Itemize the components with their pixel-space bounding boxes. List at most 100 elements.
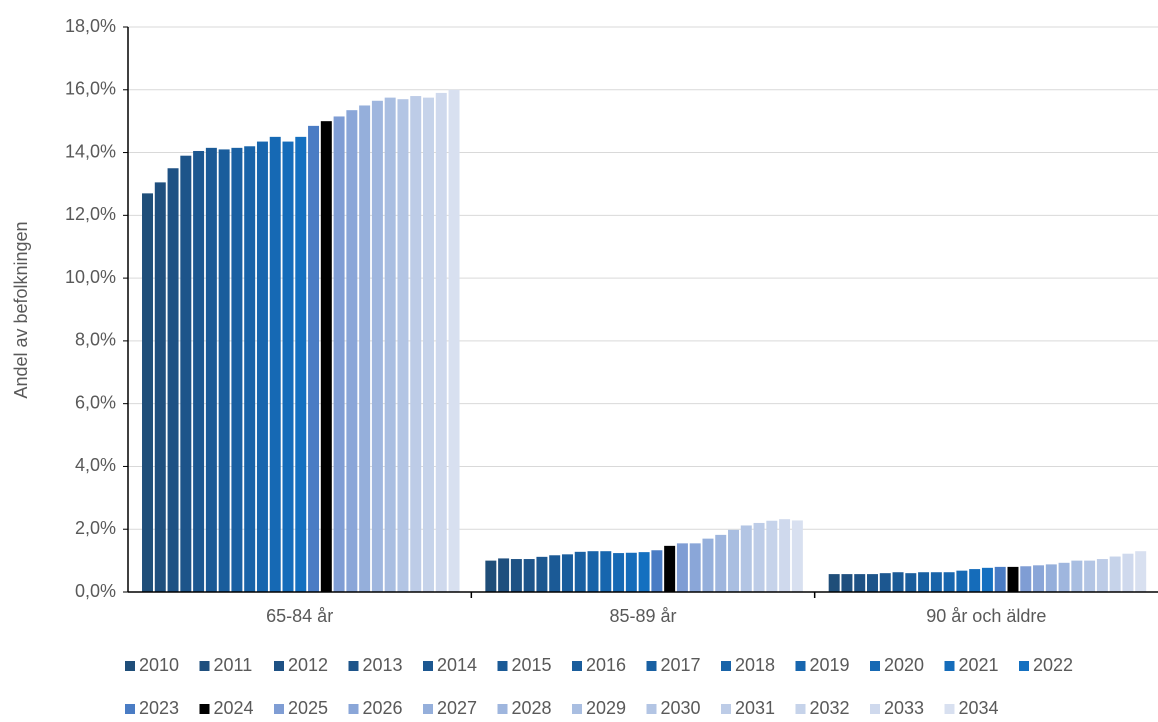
legend-swatch <box>423 661 433 671</box>
legend-swatch <box>944 661 955 671</box>
y-tick-label: 14,0% <box>65 141 116 161</box>
bar <box>561 554 573 592</box>
bar <box>791 520 803 592</box>
legend-label: 2021 <box>959 655 999 675</box>
bar <box>1007 566 1019 592</box>
y-axis-label: Andel av befolkningen <box>11 221 31 398</box>
bar <box>1071 560 1083 592</box>
bar <box>728 529 740 592</box>
legend-swatch <box>944 704 955 714</box>
bar <box>930 572 942 592</box>
bar <box>892 572 904 592</box>
y-tick-label: 0,0% <box>75 581 116 601</box>
bar <box>510 559 522 592</box>
legend-label: 2016 <box>586 655 626 675</box>
legend-swatch <box>348 704 359 714</box>
legend-label: 2024 <box>214 698 254 718</box>
legend-swatch <box>721 704 731 714</box>
bar <box>828 574 840 592</box>
bar <box>397 99 409 592</box>
legend-label: 2022 <box>1033 655 1073 675</box>
legend-swatch <box>646 704 657 714</box>
y-tick-label: 4,0% <box>75 455 116 475</box>
legend-label: 2034 <box>959 698 999 718</box>
bar <box>1020 566 1032 592</box>
bar <box>435 92 447 593</box>
bar <box>766 520 778 592</box>
bar <box>523 559 535 592</box>
legend-label: 2020 <box>884 655 924 675</box>
bar <box>269 136 281 592</box>
bar <box>485 560 497 592</box>
legend-label: 2018 <box>735 655 775 675</box>
bar <box>651 550 663 592</box>
legend-swatch <box>572 661 582 671</box>
bar <box>702 538 714 592</box>
bar <box>218 149 230 592</box>
bar <box>779 519 791 592</box>
y-tick-label: 8,0% <box>75 330 116 350</box>
bar <box>423 97 434 592</box>
bar <box>1122 553 1134 592</box>
bar <box>1135 551 1147 592</box>
bar <box>613 553 625 592</box>
legend-swatch <box>795 661 806 671</box>
legend-label: 2032 <box>810 698 850 718</box>
bar <box>142 193 154 592</box>
bar <box>193 150 205 592</box>
bar <box>994 566 1006 592</box>
bar <box>359 105 371 592</box>
legend-swatch <box>125 704 135 714</box>
bar <box>574 551 586 592</box>
legend-label: 2026 <box>363 698 403 718</box>
bar <box>256 141 268 592</box>
bar <box>689 543 701 592</box>
legend-label: 2014 <box>437 655 477 675</box>
bar <box>753 522 765 592</box>
x-tick-label: 90 år och äldre <box>926 606 1046 626</box>
legend-label: 2010 <box>139 655 179 675</box>
bar <box>410 96 422 593</box>
legend-swatch <box>199 704 210 714</box>
bar <box>1045 564 1057 592</box>
legend-label: 2025 <box>288 698 328 718</box>
y-tick-label: 10,0% <box>65 267 116 287</box>
legend-label: 2028 <box>512 698 552 718</box>
bar <box>854 574 866 592</box>
bar <box>333 116 345 592</box>
legend-label: 2017 <box>661 655 701 675</box>
bar <box>384 97 396 592</box>
y-tick-label: 6,0% <box>75 392 116 412</box>
legend-label: 2019 <box>810 655 850 675</box>
bar <box>1096 559 1108 592</box>
legend-swatch <box>870 704 880 714</box>
bar <box>587 551 599 592</box>
bar <box>244 146 256 592</box>
bar <box>969 569 981 592</box>
legend-label: 2013 <box>363 655 403 675</box>
legend-swatch <box>348 661 359 671</box>
legend-label: 2015 <box>512 655 552 675</box>
bar <box>879 573 891 592</box>
y-tick-label: 18,0% <box>65 16 116 36</box>
bar <box>498 558 510 592</box>
legend-label: 2027 <box>437 698 477 718</box>
bar <box>981 567 993 592</box>
legend-label: 2012 <box>288 655 328 675</box>
bar <box>638 552 650 592</box>
y-tick-label: 16,0% <box>65 79 116 99</box>
legend-swatch <box>497 704 508 714</box>
legend-swatch <box>125 661 135 671</box>
bar <box>740 525 752 592</box>
legend-label: 2023 <box>139 698 179 718</box>
legend-swatch <box>274 661 284 671</box>
bar <box>167 168 179 592</box>
bar <box>295 136 307 592</box>
bar <box>1109 556 1121 592</box>
bar <box>231 147 243 592</box>
y-tick-label: 12,0% <box>65 204 116 224</box>
bar <box>371 100 383 592</box>
legend-swatch <box>274 704 284 714</box>
bar <box>676 543 688 592</box>
legend-swatch <box>572 704 582 714</box>
